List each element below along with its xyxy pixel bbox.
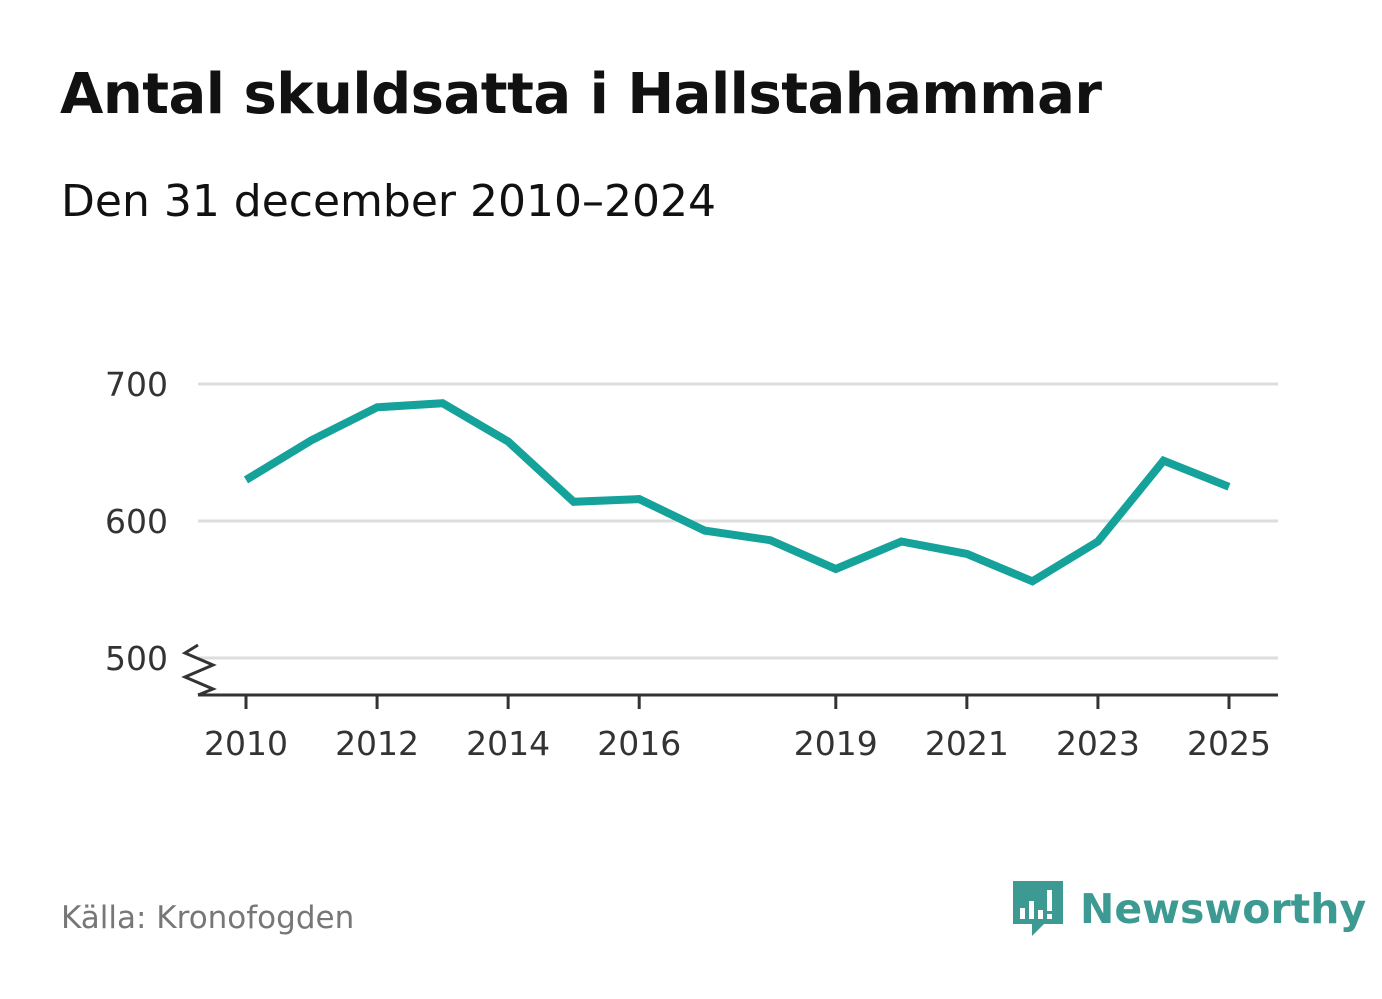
- series-line: [243, 399, 1231, 586]
- x-tick-label: 2021: [925, 724, 1009, 763]
- chart-title: Antal skuldsatta i Hallstahammar: [60, 62, 1102, 127]
- x-tick-label: 2016: [597, 724, 681, 763]
- x-tick-label: 2019: [794, 724, 878, 763]
- chart-subtitle: Den 31 december 2010–2024: [61, 176, 716, 227]
- x-tick-label: 2023: [1056, 724, 1140, 763]
- x-tick-label: 2012: [335, 724, 419, 763]
- gridlines: [198, 382, 1278, 660]
- x-tick-label: 2025: [1187, 724, 1271, 763]
- x-axis: [181, 643, 1278, 697]
- y-tick-label: 700: [105, 365, 168, 404]
- bar-chart-speech-bubble-icon: [1013, 881, 1063, 936]
- x-tick-label: 2014: [466, 724, 550, 763]
- series-layer: [243, 399, 1231, 586]
- y-tick-label: 500: [105, 639, 168, 678]
- y-axis-ticks: 500 600 700: [105, 365, 168, 678]
- brand-name: Newsworthy: [1080, 885, 1367, 933]
- x-tick-label: 2010: [204, 724, 288, 763]
- y-tick-label: 600: [105, 502, 168, 541]
- brand-logo: Newsworthy: [1010, 878, 1366, 940]
- source-note: Källa: Kronofogden: [61, 900, 355, 936]
- axis-break-marker: [181, 643, 217, 697]
- x-axis-ticks: 2010 2012 2014 2016 2019 2021 2023 2025: [204, 695, 1271, 763]
